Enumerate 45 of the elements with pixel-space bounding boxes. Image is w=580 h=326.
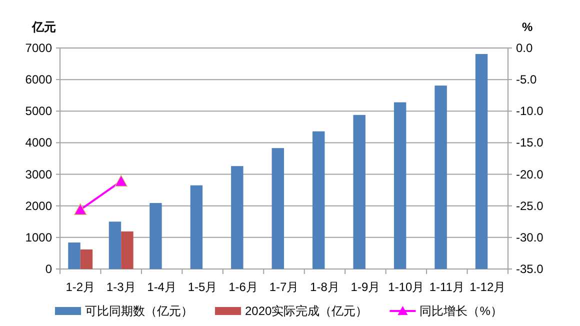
y2-tick-label: -10.0 bbox=[516, 104, 544, 118]
legend-label: 同比增长（%） bbox=[420, 304, 502, 318]
y-tick-label: 0 bbox=[45, 262, 52, 276]
legend-label: 可比同期数（亿元） bbox=[85, 304, 193, 318]
bar bbox=[353, 114, 366, 269]
bar bbox=[312, 131, 325, 269]
bar bbox=[394, 102, 406, 269]
bar bbox=[231, 166, 244, 269]
y-tick-label: 5000 bbox=[25, 104, 52, 118]
x-tick-label: 1-7月 bbox=[269, 280, 299, 294]
x-tick-label: 1-2月 bbox=[66, 280, 96, 294]
bar bbox=[190, 185, 203, 269]
bar bbox=[150, 203, 162, 269]
bar bbox=[108, 222, 122, 269]
y2-axis-title: % bbox=[522, 20, 533, 34]
y-tick-label: 2000 bbox=[25, 198, 52, 213]
bar bbox=[475, 54, 488, 269]
y-tick-label: 6000 bbox=[25, 72, 52, 87]
legend-label: 2020实际完成（亿元） bbox=[245, 304, 368, 318]
bar bbox=[80, 249, 93, 269]
y2-tick-label: -35.0 bbox=[516, 262, 544, 276]
bar bbox=[434, 86, 447, 269]
y2-tick-label: -15.0 bbox=[516, 136, 544, 150]
y2-tick-label: -20.0 bbox=[516, 167, 544, 182]
x-tick-label: 1-5月 bbox=[188, 280, 218, 294]
y-tick-label: 4000 bbox=[25, 136, 52, 150]
bar bbox=[121, 231, 134, 269]
y2-tick-label: -25.0 bbox=[516, 198, 544, 213]
y2-tick-label: -5.0 bbox=[516, 72, 538, 87]
x-tick-label: 1-4月 bbox=[147, 280, 176, 294]
x-tick-label: 1-3月 bbox=[106, 280, 136, 294]
y-axis-title: 亿元 bbox=[31, 20, 56, 34]
bar bbox=[272, 148, 284, 269]
x-tick-label: 1-10月 bbox=[388, 280, 424, 294]
y2-tick-label: -30.0 bbox=[516, 230, 544, 244]
x-tick-label: 1-6月 bbox=[228, 280, 258, 294]
x-tick-label: 1-12月 bbox=[470, 280, 506, 294]
y-tick-label: 1000 bbox=[25, 230, 52, 244]
bar bbox=[68, 242, 80, 269]
y-tick-label: 3000 bbox=[25, 167, 52, 182]
x-tick-label: 1-9月 bbox=[350, 280, 380, 294]
x-tick-label: 1-11月 bbox=[429, 280, 464, 294]
y-tick-label: 7000 bbox=[25, 41, 52, 55]
y2-tick-label: 0.0 bbox=[516, 41, 534, 55]
x-tick-label: 1-8月 bbox=[310, 280, 340, 294]
